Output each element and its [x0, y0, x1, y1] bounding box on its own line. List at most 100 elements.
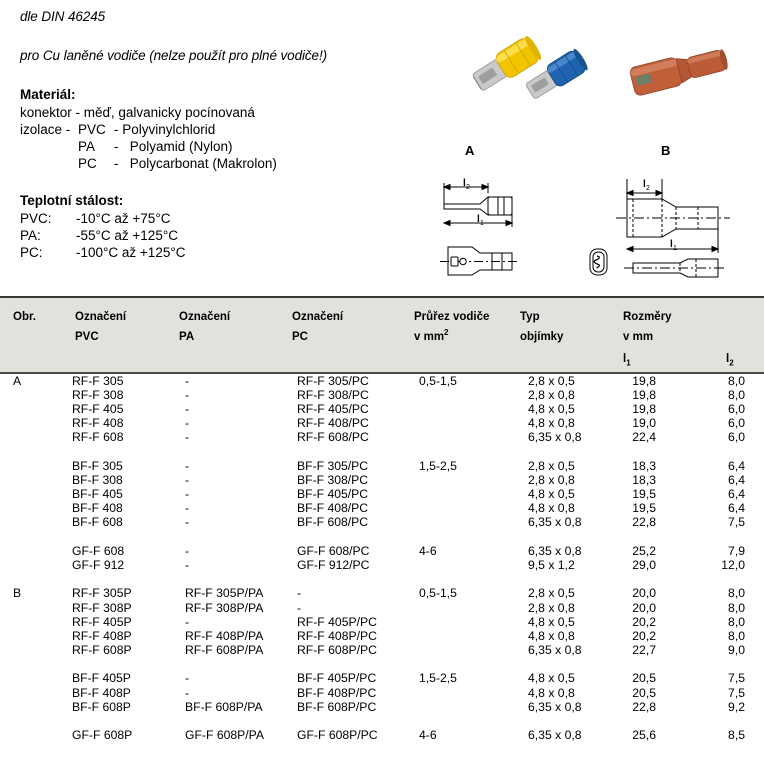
table-row[interactable]: BF-F 408 - BF-F 408/PC 4,8 x 0,8 19,5 6,4	[0, 501, 764, 515]
cell-designation-pa: -	[185, 685, 190, 700]
table-row[interactable]: RF-F 408P RF-F 408P/PA RF-F 408P/PC 4,8 x 0…	[0, 629, 764, 643]
cell-tab-type: 4,8 x 0,5	[528, 401, 575, 416]
header-objimky: objímky	[520, 331, 564, 343]
cell-designation-pc: GF-F 608/PC	[297, 543, 370, 558]
header-prurez: Průřez vodiče	[414, 311, 490, 323]
drawing-a-top	[440, 246, 520, 276]
cell-tab-type: 4,8 x 0,8	[528, 628, 575, 643]
table-row[interactable]: BF-F 405P - BF-F 405P/PC 1,5-2,5 4,8 x 0,5 20…	[0, 671, 764, 685]
table-row[interactable]: B RF-F 305P RF-F 305P/PA - 0,5-1,5 2,8 x 0,5 2…	[0, 586, 764, 600]
cell-designation-pa: RF-F 608P/PA	[185, 643, 264, 658]
cell-l2: 6,4	[728, 501, 745, 516]
table-row[interactable]: BF-F 608 - BF-F 608/PC 6,35 x 0,8 22,8 7,5	[0, 515, 764, 529]
cell-designation-pa: -	[185, 487, 190, 501]
cell-l1: 18,3	[632, 458, 656, 473]
cell-l2: 8,0	[728, 628, 745, 643]
cell-tab-type: 4,8 x 0,8	[528, 685, 575, 700]
svg-text:2: 2	[466, 184, 470, 191]
cell-tab-type: 4,8 x 0,8	[528, 416, 575, 431]
cell-tab-type: 2,8 x 0,8	[528, 600, 575, 615]
header-typ: Typ	[520, 311, 540, 323]
table-row[interactable]: BF-F 408P - BF-F 408P/PC 4,8 x 0,8 20,5 7,5	[0, 686, 764, 700]
table-row[interactable]: BF-F 405 - BF-F 405/PC 4,8 x 0,5 19,5 6,4	[0, 487, 764, 501]
cell-designation-pvc: BF-F 408	[72, 501, 123, 516]
table-row[interactable]: GF-F 912 - GF-F 912/PC 9,5 x 1,2 29,0 12,0	[0, 558, 764, 572]
cell-designation-pvc: BF-F 408P	[72, 685, 131, 700]
cell-designation-pa: -	[185, 430, 190, 445]
standard-reference: dle DIN 46245	[20, 9, 106, 24]
cell-tab-type: 2,8 x 0,5	[528, 458, 575, 473]
cell-designation-pc: RF-F 408/PC	[297, 416, 369, 431]
insulation-name-pa: - Polyamid (Nylon)	[114, 139, 233, 154]
cell-l1: 19,5	[632, 501, 656, 516]
header-oznaceni-pa: Označení	[179, 311, 231, 323]
cell-l1: 20,2	[632, 614, 656, 629]
cell-l1: 19,8	[632, 401, 656, 416]
table-body: A RF-F 305 - RF-F 305/PC 0,5-1,5 2,8 x 0,5 19,…	[0, 373, 764, 752]
cell-cross-section: 4-6	[419, 543, 437, 558]
cell-designation-pc: RF-F 408P/PC	[297, 628, 377, 643]
table-row[interactable]: BF-F 608P BF-F 608P/PA BF-F 608P/PC 6,35 x …	[0, 700, 764, 714]
temp-code-pvc: PVC:	[20, 211, 52, 226]
table-row[interactable]: RF-F 608 - RF-F 608/PC 6,35 x 0,8 22,4 6,0	[0, 430, 764, 444]
insulation-spacer-1	[20, 138, 78, 155]
cell-tab-type: 6,35 x 0,8	[528, 543, 582, 558]
cell-designation-pa: -	[185, 671, 190, 686]
cell-obr: B	[13, 586, 22, 601]
material-conductor-line: konektor - měď, galvanicky pocínovaná	[20, 105, 255, 120]
cell-designation-pvc: RF-F 405	[72, 401, 124, 416]
cell-l1: 20,0	[632, 600, 656, 615]
cell-designation-pa: -	[185, 458, 190, 473]
temperature-section: Teplotní stálost: PVC: -10°C až +75°C PA…	[20, 192, 440, 261]
table-row[interactable]: RF-F 405P - RF-F 405P/PC 4,8 x 0,5 20,2 8,0	[0, 615, 764, 629]
table-row[interactable]: BF-F 308 - BF-F 308/PC 2,8 x 0,8 18,3 6,4	[0, 473, 764, 487]
cell-designation-pvc: BF-F 608	[72, 515, 123, 530]
connector-photo-red	[629, 49, 728, 96]
cell-tab-type: 2,8 x 0,5	[528, 373, 575, 388]
cell-designation-pa: -	[185, 501, 190, 516]
header-rozmery: Rozměry	[623, 311, 672, 323]
table-row[interactable]: BF-F 305 - BF-F 305/PC 1,5-2,5 2,8 x 0,5 18,3…	[0, 459, 764, 473]
cell-designation-pc: BF-F 405P/PC	[297, 671, 377, 686]
cell-l1: 20,5	[632, 671, 656, 686]
cell-designation-pa: GF-F 608P/PA	[185, 728, 265, 743]
cell-designation-pa: BF-F 608P/PA	[185, 699, 263, 714]
cell-tab-type: 6,35 x 0,8	[528, 728, 582, 743]
cell-l1: 20,2	[632, 628, 656, 643]
table-row[interactable]: RF-F 608P RF-F 608P/PA RF-F 608P/PC 6,35 x …	[0, 643, 764, 657]
table-row[interactable]: A RF-F 305 - RF-F 305/PC 0,5-1,5 2,8 x 0,5 19,…	[0, 374, 764, 388]
drawing-b-section	[589, 248, 608, 276]
table-row[interactable]: RF-F 405 - RF-F 405/PC 4,8 x 0,5 19,8 6,0	[0, 402, 764, 416]
cell-designation-pa: -	[185, 387, 190, 402]
header-pa: PA	[179, 331, 195, 343]
cell-l1: 20,5	[632, 685, 656, 700]
cell-l2: 6,0	[728, 430, 745, 445]
cell-tab-type: 4,8 x 0,8	[528, 501, 575, 516]
table-row[interactable]: RF-F 308P RF-F 308P/PA - 2,8 x 0,8 20,0 8,0	[0, 601, 764, 615]
header-pc: PC	[292, 331, 308, 343]
cell-tab-type: 6,35 x 0,8	[528, 430, 582, 445]
temp-code-pc: PC:	[20, 245, 43, 260]
temp-range-pc: -100°C až +125°C	[76, 245, 186, 260]
cell-designation-pc: RF-F 305/PC	[297, 373, 369, 388]
cell-l1: 25,2	[632, 543, 656, 558]
table-row[interactable]: GF-F 608 - GF-F 608/PC 4-6 6,35 x 0,8 25,2 7,9	[0, 544, 764, 558]
cell-l2: 6,4	[728, 487, 745, 501]
cell-designation-pvc: RF-F 405P	[72, 614, 132, 629]
cell-tab-type: 4,8 x 0,5	[528, 487, 575, 501]
cell-designation-pa: -	[185, 515, 190, 530]
cell-cross-section: 0,5-1,5	[419, 586, 457, 601]
cell-designation-pa: RF-F 305P/PA	[185, 586, 264, 601]
cell-l1: 18,3	[632, 472, 656, 487]
svg-text:l: l	[670, 239, 673, 250]
insulation-spacer-2	[20, 155, 78, 172]
table-row[interactable]: RF-F 408 - RF-F 408/PC 4,8 x 0,8 19,0 6,0	[0, 416, 764, 430]
cell-tab-type: 2,8 x 0,5	[528, 586, 575, 601]
table-row[interactable]: GF-F 608P GF-F 608P/PA GF-F 608P/PC 4-6 6,35…	[0, 728, 764, 742]
table-header-rule	[0, 372, 764, 374]
cell-designation-pvc: RF-F 305P	[72, 586, 132, 601]
technical-drawings: l 2 l 1	[440, 178, 730, 278]
cell-cross-section: 0,5-1,5	[419, 373, 457, 388]
insulation-label: izolace -	[20, 122, 71, 137]
table-row[interactable]: RF-F 308 - RF-F 308/PC 2,8 x 0,8 19,8 8,0	[0, 388, 764, 402]
